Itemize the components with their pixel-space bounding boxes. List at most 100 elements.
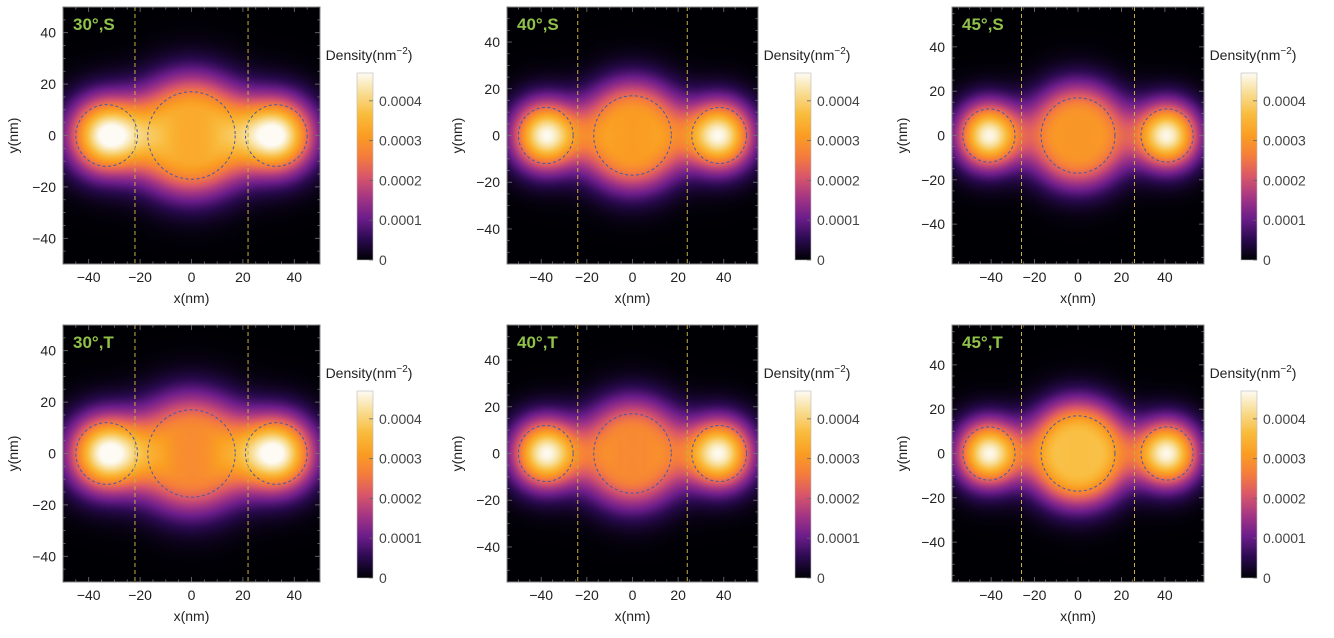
x-tick-label: 0	[1074, 587, 1082, 603]
y-tick-label: 20	[40, 394, 56, 410]
y-tick-label: 40	[929, 39, 945, 55]
x-tick-label: −40	[529, 587, 553, 603]
x-tick-label: 0	[629, 269, 637, 285]
x-tick-label: 40	[716, 269, 732, 285]
colorbar-tick-label: 0.0004	[379, 411, 422, 427]
colorbar	[356, 390, 374, 579]
colorbar-title: Density(nm−2)	[764, 46, 851, 63]
y-axis-label: y(nm)	[5, 436, 21, 472]
colorbar-tick-label: 0.0001	[817, 530, 860, 546]
x-tick-label: −20	[1023, 587, 1047, 603]
quantum-dot-outline-1	[75, 422, 139, 485]
colorbar-tick-label: 0.0001	[379, 530, 422, 546]
x-tick-label: 40	[287, 269, 303, 285]
y-tick-label: 40	[40, 25, 56, 41]
colorbar-tick-label: 0	[817, 570, 825, 586]
colorbar	[356, 72, 374, 261]
colorbar-tick-label: 0.0003	[379, 133, 422, 149]
y-tick-label: 20	[40, 76, 56, 92]
colorbar-tick-label: 0.0002	[1263, 490, 1306, 506]
quantum-dot-outline-3	[1140, 426, 1194, 481]
colorbar	[794, 72, 812, 261]
y-tick-label: 20	[484, 81, 500, 97]
colorbar-tick-label: 0.0003	[817, 133, 860, 149]
x-tick-label: −20	[1023, 269, 1047, 285]
x-tick-label: 40	[1157, 269, 1173, 285]
y-tick-label: 20	[484, 399, 500, 415]
colorbar-tick-label: 0	[817, 252, 825, 268]
y-tick-label: 0	[492, 446, 500, 462]
colorbar-tick-label: 0.0004	[817, 93, 860, 109]
quantum-dot-outline-1	[962, 426, 1016, 481]
colorbar-tick-label: 0.0002	[817, 490, 860, 506]
x-tick-label: −20	[128, 587, 152, 603]
quantum-dot-outline-2	[1040, 415, 1116, 492]
y-tick-label: −40	[476, 539, 500, 555]
panel-6: −40 −20 0 20 40 −40 −20 0 20 40 x(nm) y(nm) 45°,T Den…	[894, 324, 1306, 624]
x-tick-label: −40	[979, 587, 1003, 603]
colorbar-tick-label: 0.0002	[379, 172, 422, 188]
colorbar	[794, 390, 812, 579]
panel-label: 30°,T	[73, 333, 114, 352]
x-tick-label: −40	[979, 269, 1003, 285]
panel-5: −40 −20 0 20 40 −40 −20 0 20 40 x(nm) y(nm) 40°,T Den…	[449, 324, 860, 624]
quantum-dot-outline-2	[147, 409, 236, 498]
colorbar-tick-label: 0.0002	[379, 490, 422, 506]
x-tick-label: 40	[716, 587, 732, 603]
colorbar-tick-label: 0.0002	[817, 172, 860, 188]
colorbar-tick-label: 0.0004	[1263, 411, 1306, 427]
colorbar-tick-label: 0.0004	[817, 411, 860, 427]
x-tick-label: 20	[235, 269, 251, 285]
y-tick-label: 40	[484, 352, 500, 368]
quantum-dot-outline-3	[244, 422, 308, 485]
quantum-dot-outline-2	[147, 91, 236, 180]
quantum-dot-outline-2	[1040, 97, 1116, 174]
y-axis-label: y(nm)	[894, 436, 910, 472]
y-tick-label: 0	[48, 446, 56, 462]
colorbar	[1240, 390, 1258, 579]
colorbar-tick-label: 0	[1263, 570, 1271, 586]
colorbar-tick-label: 0.0001	[1263, 212, 1306, 228]
colorbar-title: Density(nm−2)	[1210, 46, 1297, 63]
colorbar-tick-label: 0.0003	[817, 451, 860, 467]
x-tick-label: 0	[629, 587, 637, 603]
colorbar-title: Density(nm−2)	[764, 364, 851, 381]
quantum-dot-outline-1	[962, 108, 1016, 163]
x-tick-label: 20	[670, 269, 686, 285]
colorbar-tick-label: 0.0003	[1263, 133, 1306, 149]
x-tick-label: −40	[529, 269, 553, 285]
density-heatmap	[952, 325, 1204, 582]
y-tick-label: −40	[921, 216, 945, 232]
x-tick-label: 20	[1114, 587, 1130, 603]
panel-label: 40°,S	[517, 15, 559, 34]
x-axis-label: x(nm)	[1060, 608, 1096, 624]
x-axis-label: x(nm)	[615, 608, 651, 624]
colorbar-tick-label: 0.0003	[1263, 451, 1306, 467]
y-tick-label: −40	[32, 548, 56, 564]
panel-label: 45°,S	[962, 15, 1004, 34]
density-heatmap	[63, 325, 320, 582]
x-tick-label: 0	[1074, 269, 1082, 285]
panel-4: −40 −20 0 20 40 −40 −20 0 20 40 x(nm) y(nm) 30°,T Den…	[5, 324, 422, 624]
y-tick-label: 0	[492, 128, 500, 144]
y-tick-label: 40	[484, 34, 500, 50]
density-heatmap	[63, 7, 320, 264]
colorbar-tick-label: 0.0004	[379, 93, 422, 109]
y-axis-label: y(nm)	[894, 118, 910, 154]
quantum-dot-outline-1	[517, 106, 574, 165]
x-tick-label: −40	[77, 269, 101, 285]
quantum-dot-outline-3	[1140, 108, 1194, 163]
x-tick-label: 40	[287, 587, 303, 603]
x-axis-label: x(nm)	[1060, 290, 1096, 306]
colorbar-title: Density(nm−2)	[326, 46, 413, 63]
density-heatmap	[507, 7, 758, 264]
colorbar-tick-label: 0	[379, 570, 387, 586]
panel-label: 45°,T	[962, 333, 1003, 352]
colorbar-tick-label: 0.0001	[817, 212, 860, 228]
y-tick-label: 0	[48, 128, 56, 144]
colorbar-title: Density(nm−2)	[1210, 364, 1297, 381]
colorbar-tick-label: 0.0001	[379, 212, 422, 228]
x-tick-label: −40	[77, 587, 101, 603]
colorbar	[1240, 72, 1258, 261]
quantum-dot-outline-3	[691, 106, 748, 165]
